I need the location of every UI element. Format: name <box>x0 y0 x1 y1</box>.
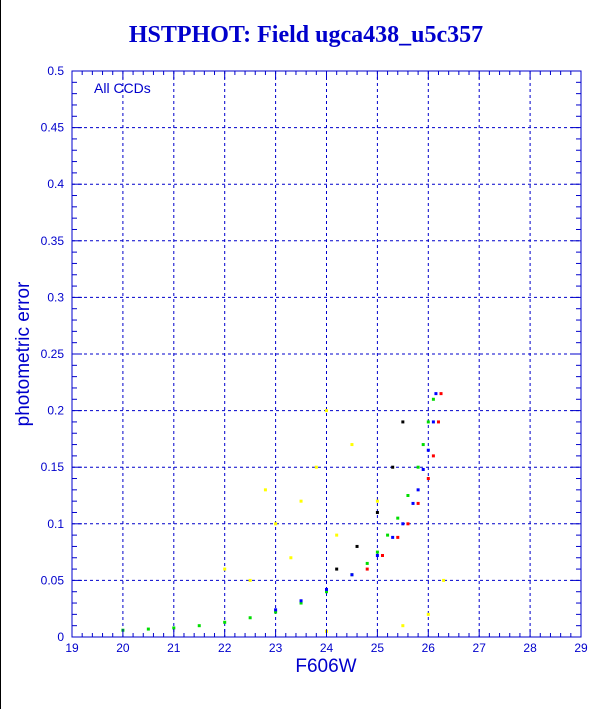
data-point-yellow <box>375 499 379 503</box>
data-point-yellow <box>314 465 318 469</box>
x-tick-label: 29 <box>574 641 588 655</box>
plot-frame <box>71 70 582 638</box>
x-tick-label: 19 <box>65 641 79 655</box>
data-point-yellow <box>442 578 446 582</box>
y-tick-label: 0.15 <box>41 460 65 474</box>
data-point-yellow <box>325 409 328 413</box>
data-point-blue <box>431 420 435 424</box>
x-tick-label: 21 <box>167 641 181 655</box>
y-tick-label: 0 <box>57 630 64 644</box>
data-point-yellow <box>350 443 354 447</box>
y-tick-label: 0.45 <box>41 121 65 135</box>
data-point-blue <box>375 553 379 557</box>
data-point-green <box>365 561 369 565</box>
data-point-red <box>431 454 435 458</box>
y-tick-label: 0.3 <box>47 290 64 304</box>
grid <box>72 71 581 637</box>
data-point-black <box>335 567 339 571</box>
data-point-green <box>299 601 303 605</box>
chart-title: HSTPHOT: Field ugca438_u5c357 <box>128 22 484 48</box>
data-point-green <box>146 627 150 631</box>
data-point-blue <box>411 501 415 505</box>
data-point-blue <box>426 448 430 452</box>
data-point-red <box>380 553 384 557</box>
x-tick-label: 20 <box>116 641 130 655</box>
data-point-blue <box>325 587 328 591</box>
data-point-yellow <box>401 624 405 628</box>
x-tick-label: 27 <box>473 641 487 655</box>
y-tick-label: 0.25 <box>41 347 65 361</box>
x-axis-label: F606W <box>295 656 356 677</box>
x-tick-label: 25 <box>371 641 385 655</box>
data-point-red <box>396 535 400 539</box>
data-point-green <box>416 465 420 469</box>
data-point-green <box>431 397 435 401</box>
data-point-blue <box>350 573 354 577</box>
y-tick-labels: 0 0.05 0.1 0.15 0.2 0.25 0.3 0.35 0.4 0.45 0.5 <box>41 64 65 644</box>
data-point-yellow <box>426 612 430 616</box>
data-point-yellow <box>289 556 293 560</box>
data-point-green <box>396 516 400 520</box>
data-point-green <box>274 610 278 614</box>
y-tick-label: 0.05 <box>41 573 65 587</box>
data-point-blue <box>299 599 303 603</box>
data-point-red <box>365 567 369 571</box>
data-point-green <box>197 624 201 628</box>
data-point-black <box>391 465 395 469</box>
data-point-yellow <box>274 522 278 526</box>
data-point-blue <box>416 488 420 492</box>
data-point-blue <box>434 392 438 396</box>
y-tick-label: 0.35 <box>41 234 65 248</box>
data-point-yellow <box>223 567 227 571</box>
data-point-yellow <box>248 578 252 582</box>
data-point-green <box>172 626 176 630</box>
data-point-red <box>406 522 410 526</box>
y-axis-label: photometric error <box>13 281 34 426</box>
data-point-blue <box>401 522 405 526</box>
x-tick-label: 22 <box>218 641 232 655</box>
x-tick-labels: 19 20 21 22 23 24 25 26 27 28 29 <box>65 641 588 655</box>
data-point-yellow <box>263 488 267 492</box>
data-point-green <box>386 533 390 537</box>
data-point-blue <box>421 467 425 471</box>
data-point-black <box>401 420 405 424</box>
data-point-red <box>426 477 430 481</box>
y-tick-label: 0.4 <box>47 177 64 191</box>
data-point-green <box>406 494 410 497</box>
x-tick-label: 24 <box>320 641 334 655</box>
x-tick-label: 26 <box>422 641 436 655</box>
data-point-red <box>436 420 440 424</box>
x-tick-label: 23 <box>269 641 283 655</box>
y-tick-label: 0.2 <box>47 404 64 418</box>
data-point-green <box>248 616 252 620</box>
data-point-green <box>426 420 430 424</box>
data-point-red <box>416 501 420 505</box>
data-point-green <box>375 550 379 554</box>
y-tick-label: 0.1 <box>47 517 64 531</box>
data-point-green <box>421 443 425 447</box>
data-point-green <box>325 590 328 594</box>
data-point-blue <box>391 535 395 539</box>
y-tick-label: 0.5 <box>47 64 64 78</box>
ccd-annotation: All CCDs <box>94 80 151 96</box>
ticks <box>71 70 582 638</box>
data-point-black <box>355 544 359 548</box>
data-point-yellow <box>335 533 339 537</box>
data-point-red <box>439 392 443 396</box>
window-frame-edge <box>0 0 1 709</box>
data-points <box>121 392 446 633</box>
x-tick-label: 28 <box>523 641 537 655</box>
data-point-yellow <box>299 499 303 503</box>
data-point-blue <box>274 608 278 612</box>
data-point-black <box>375 510 379 514</box>
data-point-green <box>223 620 227 624</box>
